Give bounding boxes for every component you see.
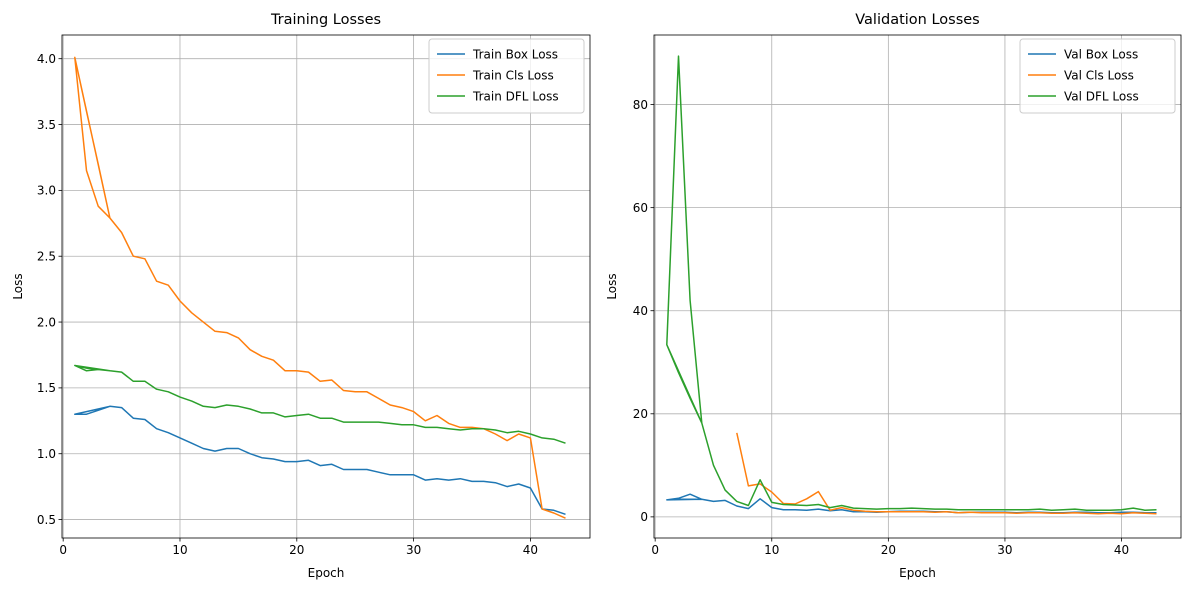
plot-frame (61, 34, 591, 539)
plot-frame (653, 34, 1182, 539)
x-axis-label: Epoch (899, 566, 936, 580)
chart-title: Training Losses (270, 12, 381, 28)
y-tick-label: 20 (633, 407, 648, 421)
chart-1: 0 10 20 30 40 0 20 40 60 80 Validation Losses Epoch… (605, 12, 1182, 580)
y-tick-label: 0 (640, 510, 648, 524)
legend-label-0: Val Box Loss (1064, 47, 1138, 61)
x-tick-label: 10 (172, 543, 187, 557)
y-axis-label: Loss (605, 273, 619, 299)
y-tick-label: 2.0 (37, 315, 56, 329)
series-line-1 (736, 432, 1157, 515)
y-tick-label: 2.5 (37, 250, 56, 264)
x-tick-label: 20 (881, 543, 896, 557)
x-tick-label: 0 (651, 543, 659, 557)
y-axis-label: Loss (11, 273, 25, 299)
x-tick-label: 30 (997, 543, 1012, 557)
chart-title: Validation Losses (855, 12, 980, 28)
legend-label-1: Train Cls Loss (472, 68, 554, 82)
y-tick-label: 1.0 (37, 447, 56, 461)
y-tick-label: 4.0 (37, 52, 56, 66)
legend-frame (1019, 38, 1176, 114)
legend: Train Box Loss Train Cls Loss Train DFL Lo… (428, 38, 585, 114)
y-tick-label: 80 (633, 98, 648, 112)
x-tick-label: 40 (1114, 543, 1129, 557)
x-axis-label: Epoch (308, 566, 345, 580)
y-tick-label: 1.5 (37, 381, 56, 395)
legend-label-1: Val Cls Loss (1064, 68, 1134, 82)
y-tick-label: 60 (633, 201, 648, 215)
legend-label-2: Val DFL Loss (1064, 89, 1139, 103)
x-tick-label: 0 (59, 543, 67, 557)
x-tick-label: 30 (406, 543, 421, 557)
x-tick-label: 40 (523, 543, 538, 557)
chart-0: 0 10 20 30 40 0.5 1.0 1.5 2.0 2.5 3.0 3.5 4.0 Trainin… (11, 12, 591, 580)
y-tick-label: 40 (633, 304, 648, 318)
series-line-2 (666, 55, 1157, 511)
y-tick-label: 3.5 (37, 118, 56, 132)
legend-label-2: Train DFL Loss (472, 89, 559, 103)
legend: Val Box Loss Val Cls Loss Val DFL Loss (1019, 38, 1176, 114)
x-tick-label: 10 (764, 543, 779, 557)
y-tick-label: 0.5 (37, 513, 56, 527)
x-tick-label: 20 (289, 543, 304, 557)
series-line-2 (74, 364, 566, 444)
series-line-0 (74, 405, 566, 516)
y-tick-label: 3.0 (37, 184, 56, 198)
legend-label-0: Train Box Loss (472, 47, 558, 61)
legend-frame (428, 38, 585, 114)
series-line-1 (74, 56, 566, 519)
